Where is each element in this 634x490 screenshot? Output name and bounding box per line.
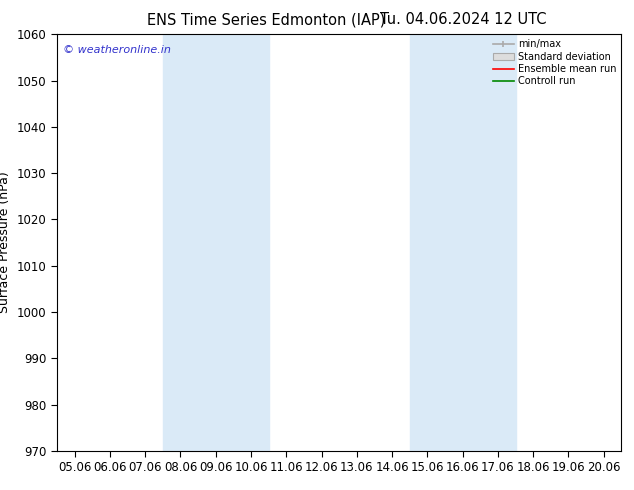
Bar [410, 34, 515, 451]
Text: Tu. 04.06.2024 12 UTC: Tu. 04.06.2024 12 UTC [380, 12, 546, 27]
Text: ENS Time Series Edmonton (IAP): ENS Time Series Edmonton (IAP) [147, 12, 385, 27]
Bar [163, 34, 269, 451]
Text: © weatheronline.in: © weatheronline.in [63, 45, 171, 55]
Legend: min/max, Standard deviation, Ensemble mean run, Controll run: min/max, Standard deviation, Ensemble me… [491, 37, 618, 88]
Y-axis label: Surface Pressure (hPa): Surface Pressure (hPa) [0, 172, 11, 314]
